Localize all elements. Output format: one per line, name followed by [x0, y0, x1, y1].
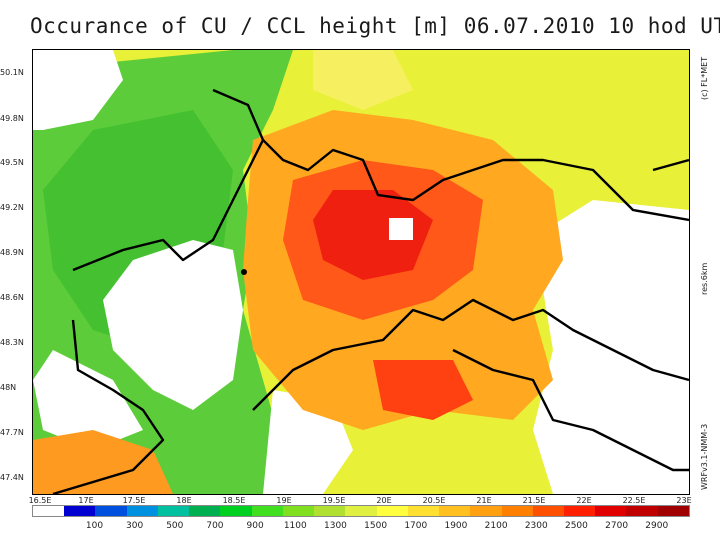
lon-label: 19E: [276, 496, 292, 505]
colorbar-swatch: [157, 506, 190, 516]
cloud-base-map: [33, 50, 689, 494]
field-orange-sw: [33, 430, 173, 494]
colorbar-swatch: [595, 506, 627, 516]
lat-label: 49.2N: [0, 203, 24, 212]
lat-label: 48N: [0, 383, 17, 392]
colorbar-label: 1500: [364, 521, 388, 531]
lon-label: 19.5E: [322, 496, 346, 505]
lon-label: 18.5E: [222, 496, 246, 505]
lon-label: 21E: [476, 496, 492, 505]
field-white-nw: [33, 50, 123, 130]
colorbar-swatch: [64, 506, 96, 516]
lat-label: 48.9N: [0, 248, 24, 257]
lat-label: 50.1N: [0, 68, 24, 77]
lon-label: 21.5E: [522, 496, 546, 505]
colorbar-label: 2900: [645, 521, 669, 531]
lon-label: 22.5E: [622, 496, 646, 505]
colorbar-label: 1300: [324, 521, 347, 531]
colorbar-label: 1700: [404, 521, 428, 531]
colorbar-label: 100: [85, 521, 104, 531]
border-south: [252, 298, 689, 411]
colorbar-label: 2500: [564, 521, 588, 531]
colorbar-swatch: [95, 506, 127, 516]
lat-label: 49.5N: [0, 158, 24, 167]
lat-label: 49.8N: [0, 114, 24, 123]
colorbar-swatch: [407, 506, 440, 516]
colorbar-label: 700: [206, 521, 224, 531]
field-deep-red: [313, 190, 433, 280]
colorbar-label: 1900: [444, 521, 468, 531]
colorbar-swatch: [626, 506, 658, 516]
colorbar-swatch: [126, 506, 158, 516]
field-white-spot: [389, 218, 413, 240]
border-west: [72, 139, 265, 272]
border-southeast: [452, 348, 689, 472]
border-north: [212, 88, 689, 222]
station-marker: [241, 269, 247, 275]
lon-label: 20E: [376, 496, 392, 505]
colorbar-swatch: [189, 506, 221, 516]
colorbar: [32, 505, 690, 517]
model-label: WRFv3.1-NMM-3: [700, 423, 709, 490]
colorbar-swatch: [501, 506, 533, 516]
colorbar-swatch: [345, 506, 377, 516]
field-green-core: [43, 110, 233, 350]
lon-label: 17E: [78, 496, 94, 505]
colorbar-label: 2700: [605, 521, 629, 531]
colorbar-swatch: [314, 506, 346, 516]
colorbar-swatch: [220, 506, 252, 516]
lon-label: 23E: [676, 496, 692, 505]
colorbar-swatch: [439, 506, 471, 516]
colorbar-swatch: [33, 506, 65, 516]
lon-label: 22E: [576, 496, 592, 505]
country-borders: [52, 88, 689, 494]
border-east: [652, 158, 689, 172]
lon-label: 20.5E: [422, 496, 446, 505]
lon-label: 16.5E: [28, 496, 52, 505]
colorbar-swatch: [376, 506, 408, 516]
colorbar-label: 300: [126, 521, 144, 531]
map-title: Occurance of CU / CCL height [m] 06.07.2…: [30, 14, 720, 38]
copyright-label: (c) FL*MET: [700, 56, 709, 100]
colorbar-swatch: [532, 506, 564, 516]
colorbar-label: 1100: [283, 521, 307, 531]
field-red-south: [373, 360, 473, 420]
colorbar-swatch: [657, 506, 689, 516]
lon-label: 18E: [176, 496, 192, 505]
field-white-west: [103, 240, 243, 410]
field-white-sw: [33, 350, 143, 450]
resolution-label: res.6km: [700, 262, 709, 295]
lat-label: 47.4N: [0, 473, 24, 482]
lon-label: 17.5E: [122, 496, 146, 505]
colorbar-label: 2100: [484, 521, 508, 531]
colorbar-label: 900: [246, 521, 264, 531]
lat-label: 48.6N: [0, 293, 24, 302]
colorbar-swatch: [282, 506, 315, 516]
colorbar-swatch: [470, 506, 502, 516]
map-panel: [32, 49, 690, 495]
colorbar-swatch: [563, 506, 596, 516]
lat-label: 48.3N: [0, 338, 24, 347]
lat-label: 47.7N: [0, 428, 24, 437]
colorbar-swatch: [251, 506, 283, 516]
colorbar-label: 500: [166, 521, 184, 531]
border-southwest: [52, 319, 165, 494]
colorbar-label: 2300: [524, 521, 548, 531]
field-light-north: [313, 50, 413, 110]
